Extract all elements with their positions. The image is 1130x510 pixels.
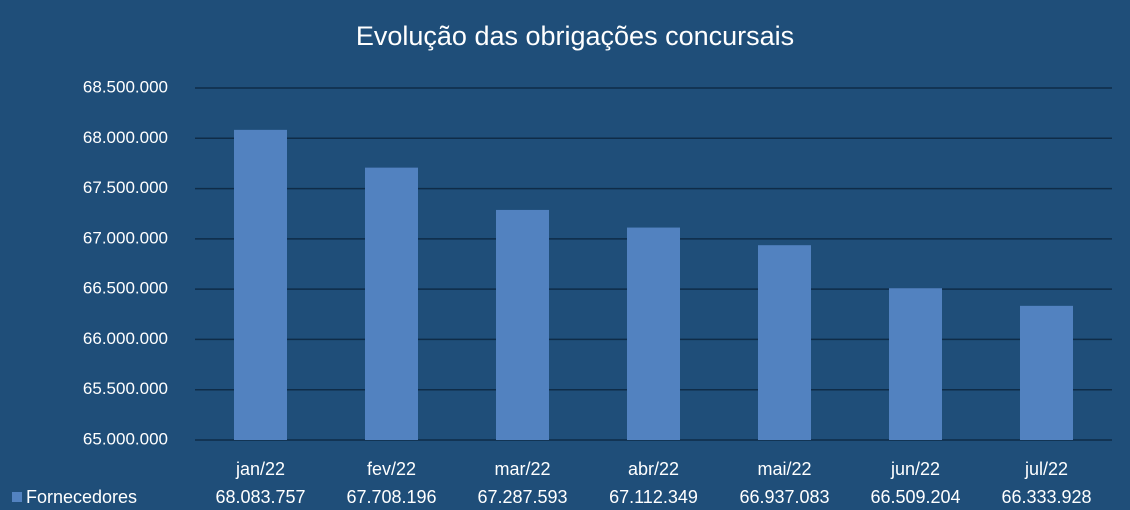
x-tick-label: jul/22 [1024, 459, 1068, 479]
data-table-value: 66.509.204 [870, 487, 960, 507]
x-tick-label: mar/22 [494, 459, 550, 479]
x-tick-label: abr/22 [628, 459, 679, 479]
data-table-value: 67.112.349 [609, 487, 698, 507]
y-tick-label: 65.000.000 [83, 429, 168, 448]
x-tick-label: mai/22 [757, 459, 811, 479]
data-table-value: 68.083.757 [215, 487, 305, 507]
data-table-value: 66.333.928 [1001, 487, 1091, 507]
y-tick-label: 66.500.000 [83, 279, 168, 298]
x-tick-label: jun/22 [890, 459, 940, 479]
x-tick-label: jan/22 [235, 459, 285, 479]
y-tick-label: 67.000.000 [83, 228, 168, 247]
bar [1020, 305, 1073, 440]
chart-title: Evolução das obrigações concursais [356, 21, 794, 51]
bar [758, 245, 811, 440]
bar [234, 129, 287, 440]
bar [365, 167, 418, 440]
legend-swatch [12, 492, 22, 502]
bar [627, 227, 680, 440]
y-tick-label: 68.500.000 [83, 77, 168, 96]
bar [889, 288, 942, 440]
y-tick-label: 68.000.000 [83, 128, 168, 147]
x-tick-label: fev/22 [367, 459, 416, 479]
y-tick-label: 67.500.000 [83, 178, 168, 197]
y-tick-label: 66.000.000 [83, 329, 168, 348]
data-table-value: 66.937.083 [739, 487, 829, 507]
data-table-value: 67.287.593 [477, 487, 567, 507]
y-tick-label: 65.500.000 [83, 379, 168, 398]
bar [496, 209, 549, 440]
legend-label: Fornecedores [26, 487, 137, 507]
data-table-value: 67.708.196 [346, 487, 436, 507]
